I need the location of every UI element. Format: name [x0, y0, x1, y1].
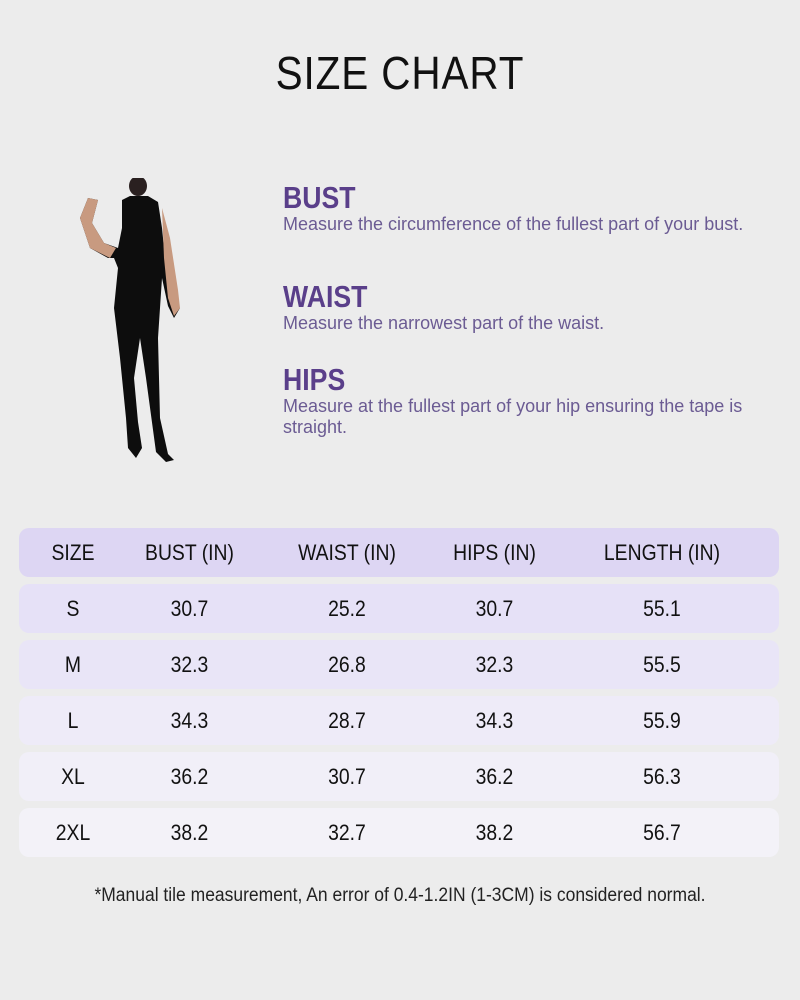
bust-description: Measure the circumference of the fullest… — [283, 214, 744, 234]
table-cell: 36.2 — [475, 763, 514, 789]
table-cell: 55.5 — [643, 651, 681, 677]
table-cell: S — [66, 595, 80, 621]
table-cell: 32.3 — [170, 651, 209, 677]
header-cell: HIPS (IN) — [453, 539, 536, 565]
header-cell: SIZE — [51, 539, 95, 565]
table-row: 2XL 38.2 32.7 38.2 56.7 — [19, 808, 779, 857]
model-jumpsuit-image — [80, 178, 180, 462]
table-row: S 30.7 25.2 30.7 55.1 — [19, 584, 779, 633]
page-title: SIZE CHART — [275, 47, 525, 99]
table-cell: L — [67, 707, 79, 733]
table-row: L 34.3 28.7 34.3 55.9 — [19, 696, 779, 745]
table-cell: 55.1 — [643, 595, 681, 621]
waist-guide: WAIST Measure the narrowest part of the … — [283, 281, 763, 334]
table-cell: 25.2 — [328, 595, 366, 621]
table-row: XL 36.2 30.7 36.2 56.3 — [19, 752, 779, 801]
table-cell: 55.9 — [643, 707, 681, 733]
table-cell: 28.7 — [328, 707, 366, 733]
waist-heading: WAIST — [283, 279, 368, 314]
table-cell: 34.3 — [475, 707, 514, 733]
table-cell: 26.8 — [328, 651, 366, 677]
table-cell: 30.7 — [170, 595, 209, 621]
table-row: M 32.3 26.8 32.3 55.5 — [19, 640, 779, 689]
table-cell: 32.3 — [475, 651, 514, 677]
hips-heading: HIPS — [283, 362, 346, 397]
table-cell: 56.7 — [643, 819, 681, 845]
bust-guide: BUST Measure the circumference of the fu… — [283, 182, 763, 235]
table-cell: 30.7 — [475, 595, 514, 621]
table-cell: 56.3 — [643, 763, 681, 789]
table-cell: 34.3 — [170, 707, 209, 733]
bust-heading: BUST — [283, 180, 356, 215]
table-cell: M — [64, 651, 82, 677]
table-cell: XL — [61, 763, 85, 789]
waist-description: Measure the narrowest part of the waist. — [283, 313, 605, 333]
table-cell: 38.2 — [475, 819, 514, 845]
size-table: SIZE BUST (IN) WAIST (IN) HIPS (IN) LENG… — [19, 528, 779, 864]
table-cell: 36.2 — [170, 763, 209, 789]
hips-description: Measure at the fullest part of your hip … — [283, 396, 743, 437]
table-header-row: SIZE BUST (IN) WAIST (IN) HIPS (IN) LENG… — [19, 528, 779, 577]
header-cell: BUST (IN) — [145, 539, 234, 565]
measurement-note: *Manual tile measurement, An error of 0.… — [94, 885, 706, 906]
hips-guide: HIPS Measure at the fullest part of your… — [283, 364, 763, 438]
table-cell: 2XL — [55, 819, 91, 845]
table-cell: 32.7 — [328, 819, 366, 845]
header-cell: LENGTH (IN) — [603, 539, 721, 565]
table-cell: 30.7 — [328, 763, 366, 789]
table-cell: 38.2 — [170, 819, 209, 845]
header-cell: WAIST (IN) — [298, 539, 396, 565]
